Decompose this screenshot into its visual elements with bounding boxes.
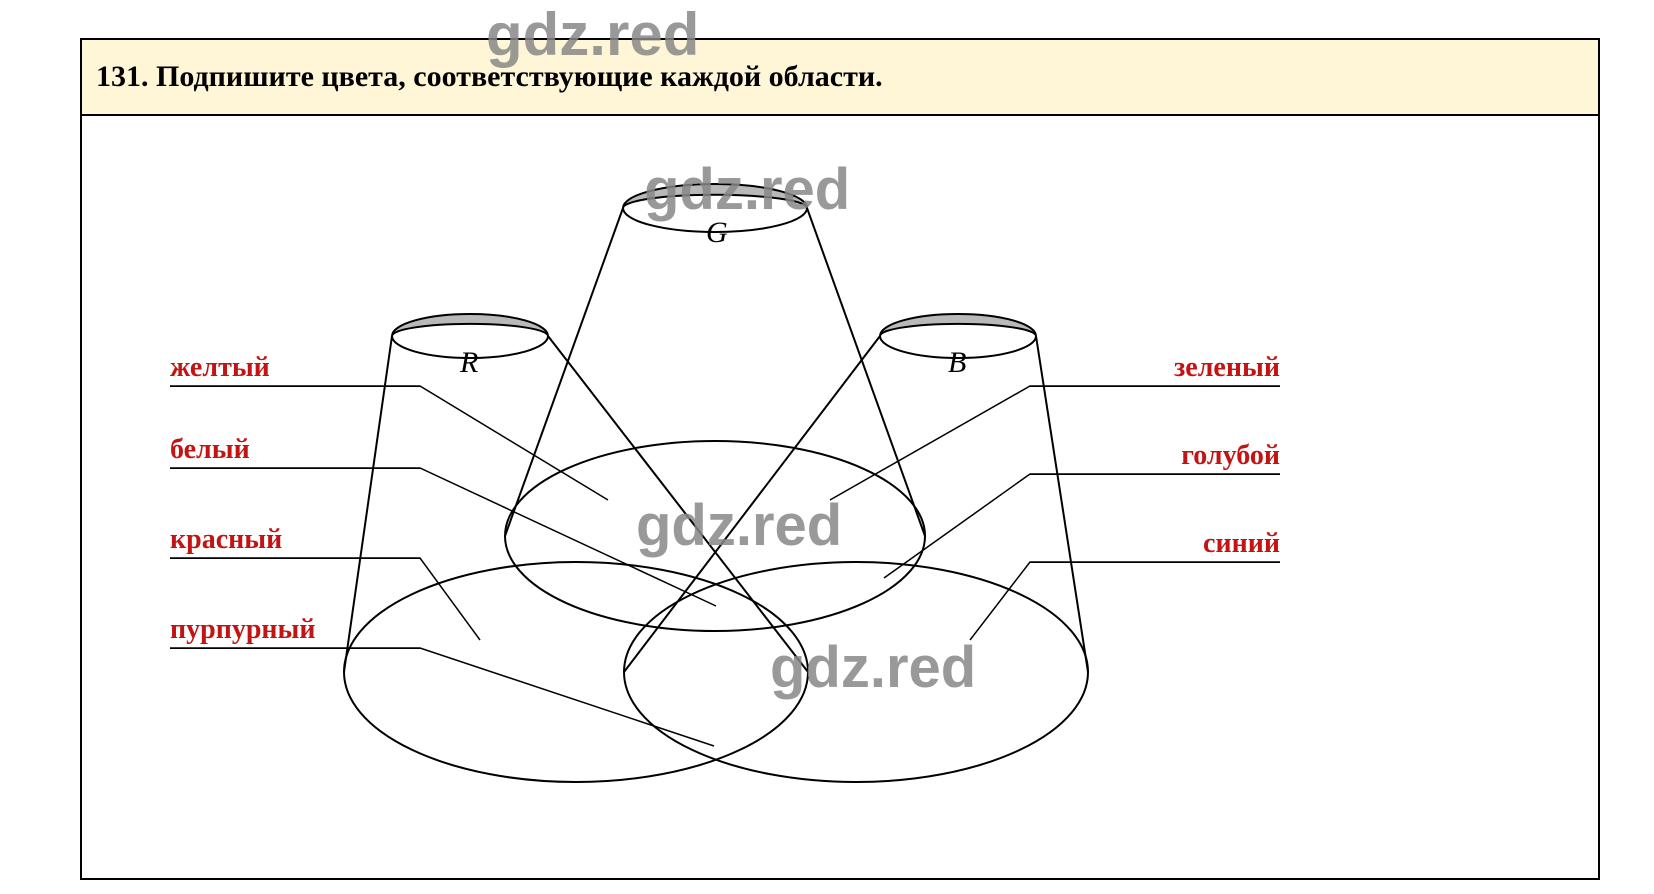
label-red: красный bbox=[170, 524, 420, 556]
label-purple: пурпурный bbox=[170, 614, 420, 646]
label-green: зеленый bbox=[1030, 352, 1280, 384]
underline-green bbox=[1030, 386, 1280, 387]
label-cyan: голубой bbox=[1030, 440, 1280, 472]
label-yellow: желтый bbox=[170, 352, 420, 384]
underline-yellow bbox=[170, 386, 420, 387]
underline-cyan bbox=[1030, 474, 1280, 475]
label-blue: синий bbox=[1030, 528, 1280, 560]
underline-blue bbox=[1030, 562, 1280, 563]
cone-label-r: R bbox=[460, 346, 478, 380]
watermark-3: gdz.red bbox=[636, 492, 842, 559]
label-white: белый bbox=[170, 434, 420, 466]
underline-white bbox=[170, 468, 420, 469]
watermark-1: gdz.red bbox=[486, 0, 699, 69]
watermark-2: gdz.red bbox=[644, 156, 850, 223]
underline-purple bbox=[170, 648, 420, 649]
cone-label-b: B bbox=[948, 346, 966, 380]
watermark-4: gdz.red bbox=[770, 634, 976, 701]
underline-red bbox=[170, 558, 420, 559]
